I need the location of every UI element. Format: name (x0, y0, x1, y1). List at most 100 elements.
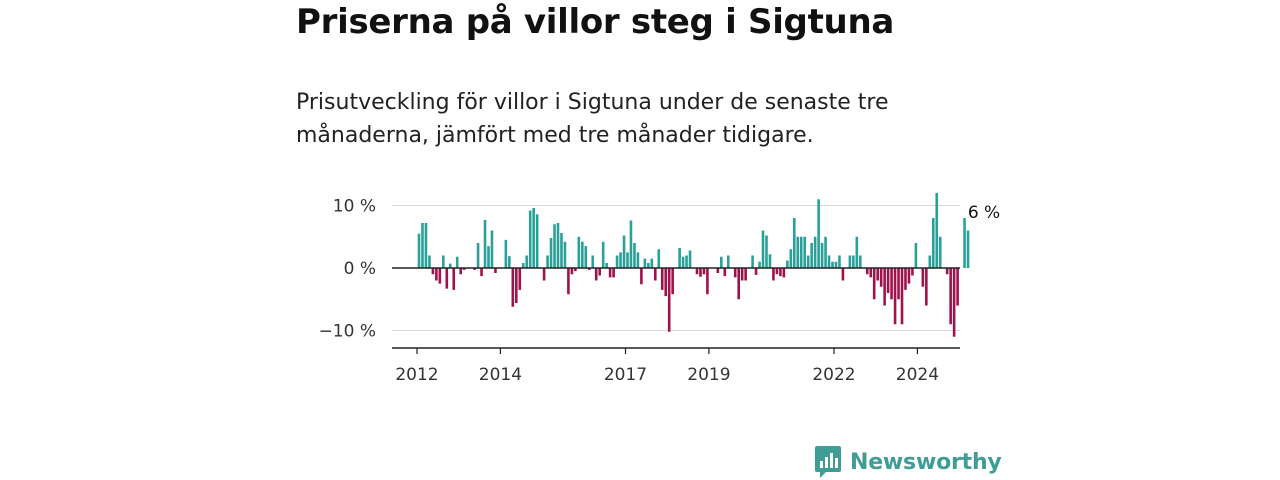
bar (921, 268, 925, 287)
chart-title: Priserna på villor steg i Sigtuna (296, 2, 894, 42)
bar (647, 263, 650, 268)
bar (765, 235, 768, 268)
bar (890, 268, 893, 300)
bar (761, 230, 765, 268)
bar (813, 236, 817, 268)
bar (417, 233, 421, 269)
bar (699, 268, 702, 277)
bar (876, 268, 879, 281)
bar (810, 243, 813, 268)
bar (535, 214, 539, 268)
bar (567, 268, 570, 295)
bar (633, 243, 636, 268)
bar (640, 268, 643, 285)
bar (480, 268, 483, 277)
bar (723, 268, 727, 277)
bar (667, 268, 671, 332)
bar (608, 268, 612, 278)
bar (487, 246, 490, 269)
bar (515, 268, 518, 303)
bar (869, 268, 873, 278)
bar (508, 256, 511, 269)
bar (598, 268, 601, 276)
bar (834, 261, 838, 268)
bar (772, 268, 775, 281)
bar (806, 255, 810, 268)
bar (848, 255, 852, 268)
chart-subtitle: Prisutveckling för villor i Sigtuna unde… (296, 90, 889, 148)
bar (744, 268, 747, 281)
bar (799, 236, 803, 268)
bar (886, 268, 890, 293)
bar (563, 241, 567, 268)
bar (626, 252, 629, 269)
bar (601, 241, 605, 268)
bar (963, 218, 966, 268)
bar (938, 236, 942, 268)
bar (452, 268, 456, 290)
bar (612, 268, 615, 278)
bar (528, 210, 532, 268)
bar (518, 268, 522, 290)
bar (852, 255, 855, 268)
bar (556, 223, 560, 268)
bar (664, 268, 668, 297)
bar (907, 268, 911, 284)
bar (737, 268, 740, 300)
bar (521, 263, 525, 268)
bar (549, 238, 553, 268)
bar (636, 252, 640, 269)
bar (879, 268, 883, 287)
bar (779, 268, 782, 277)
bar (827, 255, 831, 268)
bar (473, 268, 476, 270)
bar (671, 268, 674, 295)
bar (442, 255, 445, 268)
bar (476, 243, 480, 268)
x-tick-label: 2019 (687, 365, 730, 385)
bar (838, 255, 841, 268)
bar (789, 249, 793, 268)
newsworthy-logo[interactable]: Newsworthy (814, 444, 1002, 480)
bar (758, 261, 761, 268)
bar (775, 268, 779, 275)
bar (695, 268, 699, 275)
bar (702, 268, 706, 275)
bar (935, 193, 939, 268)
bar (577, 236, 581, 268)
bar (581, 241, 584, 268)
bar (820, 243, 824, 268)
y-tick-label: −10 % (319, 322, 376, 342)
bar (824, 236, 827, 268)
bar (911, 268, 914, 276)
bar (629, 220, 633, 268)
bar (716, 268, 720, 273)
bar (796, 236, 800, 268)
bar (925, 268, 928, 306)
bar (546, 255, 549, 268)
bar (855, 236, 859, 268)
y-tick-label: 10 % (333, 197, 376, 217)
bar (681, 256, 685, 268)
bar (928, 255, 932, 268)
x-tick-label: 2017 (604, 365, 647, 385)
bar (688, 250, 692, 268)
bar (570, 268, 574, 275)
x-tick-label: 2022 (812, 365, 855, 385)
bar (720, 256, 723, 268)
bar (900, 268, 904, 325)
x-tick-label: 2014 (479, 365, 522, 385)
bar (653, 268, 657, 281)
bar (587, 268, 591, 270)
bar (706, 268, 709, 295)
bar (726, 255, 730, 268)
bar (914, 243, 918, 268)
bar (952, 268, 956, 337)
bar (650, 258, 654, 269)
gridlines (392, 205, 960, 331)
bar (782, 268, 786, 278)
bar (553, 224, 556, 268)
bar (751, 255, 754, 268)
bar (841, 268, 845, 281)
bar (643, 258, 647, 269)
